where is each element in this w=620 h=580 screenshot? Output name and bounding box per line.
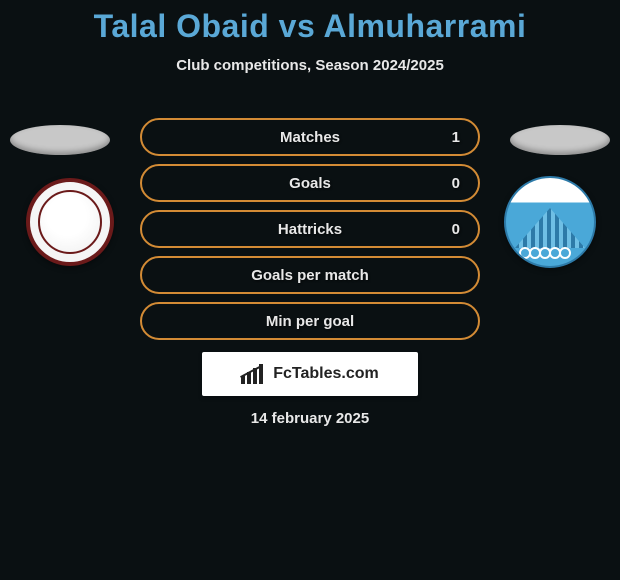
chart-icon xyxy=(241,364,267,384)
stat-value-right: 0 xyxy=(440,221,460,238)
badge-left-ring xyxy=(26,178,114,266)
badge-right-circle xyxy=(504,176,596,268)
stat-row: Matches 1 xyxy=(140,118,480,156)
stat-label: Matches xyxy=(280,129,340,146)
stat-value-right: 1 xyxy=(440,129,460,146)
stat-label: Goals per match xyxy=(251,267,369,284)
badge-right-rings xyxy=(520,246,580,260)
stats-panel: Matches 1 Goals 0 Hattricks 0 Goals per … xyxy=(140,118,480,348)
badge-right-rays xyxy=(515,208,585,248)
club-badge-left xyxy=(20,178,120,266)
stat-row: Goals per match xyxy=(140,256,480,294)
badge-left-inner xyxy=(38,190,102,254)
subtitle: Club competitions, Season 2024/2025 xyxy=(0,57,620,74)
date-label: 14 february 2025 xyxy=(0,410,620,427)
stat-label: Goals xyxy=(289,175,331,192)
player-photo-right xyxy=(510,125,610,155)
stat-label: Min per goal xyxy=(266,313,354,330)
stat-row: Goals 0 xyxy=(140,164,480,202)
page-title: Talal Obaid vs Almuharrami xyxy=(0,0,620,45)
stat-row: Min per goal xyxy=(140,302,480,340)
stat-label: Hattricks xyxy=(278,221,342,238)
player-photo-left xyxy=(10,125,110,155)
brand-label: FcTables.com xyxy=(273,365,379,383)
club-badge-right xyxy=(500,178,600,266)
stat-value-right: 0 xyxy=(440,175,460,192)
brand-box: FcTables.com xyxy=(202,352,418,396)
stat-row: Hattricks 0 xyxy=(140,210,480,248)
